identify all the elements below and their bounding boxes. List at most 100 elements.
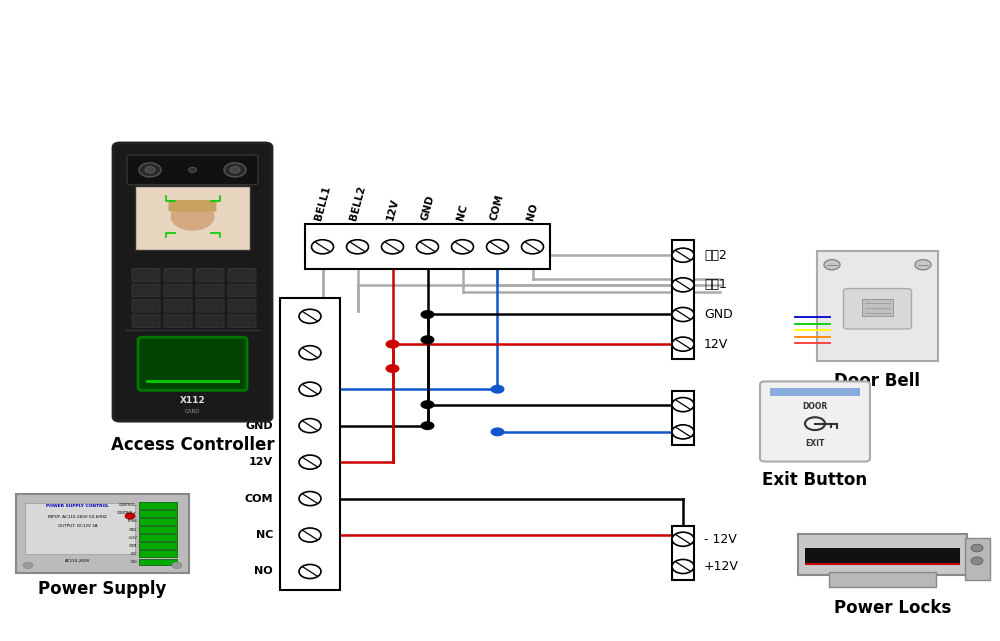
- Text: INPUT: AC110-260V 50-60HZ: INPUT: AC110-260V 50-60HZ: [48, 515, 107, 519]
- FancyBboxPatch shape: [196, 315, 224, 328]
- Text: GND: GND: [704, 308, 733, 321]
- Circle shape: [672, 425, 694, 439]
- FancyBboxPatch shape: [127, 155, 258, 185]
- Text: NO: NO: [254, 567, 273, 576]
- Circle shape: [672, 560, 694, 574]
- Circle shape: [672, 278, 694, 292]
- Circle shape: [672, 248, 694, 262]
- FancyBboxPatch shape: [196, 269, 224, 281]
- FancyBboxPatch shape: [672, 391, 694, 445]
- Circle shape: [230, 167, 240, 173]
- Circle shape: [416, 240, 438, 254]
- Text: GND: GND: [129, 528, 137, 531]
- FancyBboxPatch shape: [138, 337, 247, 390]
- Circle shape: [486, 240, 508, 254]
- Circle shape: [299, 345, 321, 360]
- FancyBboxPatch shape: [805, 548, 960, 564]
- Circle shape: [971, 544, 983, 552]
- FancyBboxPatch shape: [132, 299, 160, 312]
- Text: +12V: +12V: [704, 560, 739, 573]
- Circle shape: [382, 240, 404, 254]
- Circle shape: [299, 419, 321, 433]
- FancyBboxPatch shape: [228, 315, 256, 328]
- Text: PUSH: PUSH: [128, 519, 137, 524]
- Text: PUSH: PUSH: [239, 384, 273, 394]
- Text: 12V: 12V: [249, 457, 273, 467]
- FancyBboxPatch shape: [139, 558, 177, 565]
- FancyBboxPatch shape: [817, 251, 938, 361]
- Text: -NC: -NC: [131, 552, 137, 556]
- Text: DOOR: DOOR: [802, 402, 828, 412]
- Text: AC110-260V: AC110-260V: [65, 559, 90, 563]
- Text: COM: COM: [244, 494, 273, 504]
- Circle shape: [312, 240, 334, 254]
- FancyBboxPatch shape: [139, 551, 177, 557]
- FancyBboxPatch shape: [25, 503, 135, 554]
- Text: GND: GND: [419, 194, 436, 221]
- FancyBboxPatch shape: [305, 224, 550, 269]
- Text: BELL1: BELL1: [313, 184, 332, 221]
- Text: EXIT: EXIT: [805, 439, 825, 448]
- Text: CONTROL-: CONTROL-: [209, 312, 273, 321]
- Text: CONTROL+: CONTROL+: [117, 512, 137, 515]
- FancyBboxPatch shape: [164, 299, 192, 312]
- FancyBboxPatch shape: [139, 518, 177, 525]
- Circle shape: [971, 557, 983, 565]
- Text: POWER SUPPLY CONTROL: POWER SUPPLY CONTROL: [46, 504, 109, 508]
- Circle shape: [420, 400, 434, 409]
- Circle shape: [522, 240, 544, 254]
- Text: CARD: CARD: [185, 409, 200, 414]
- FancyBboxPatch shape: [16, 494, 189, 573]
- FancyBboxPatch shape: [113, 143, 272, 421]
- Text: NO: NO: [525, 202, 540, 221]
- FancyBboxPatch shape: [164, 284, 192, 297]
- FancyBboxPatch shape: [139, 542, 177, 549]
- FancyBboxPatch shape: [228, 299, 256, 312]
- Circle shape: [490, 428, 504, 437]
- FancyBboxPatch shape: [829, 572, 936, 587]
- Circle shape: [386, 364, 400, 373]
- FancyBboxPatch shape: [139, 502, 177, 509]
- FancyBboxPatch shape: [196, 284, 224, 297]
- Text: Exit Button: Exit Button: [762, 471, 868, 489]
- Circle shape: [824, 260, 840, 270]
- Circle shape: [172, 562, 182, 569]
- FancyBboxPatch shape: [798, 534, 967, 575]
- Circle shape: [672, 397, 694, 412]
- FancyBboxPatch shape: [760, 381, 870, 462]
- Text: 信号2: 信号2: [704, 249, 727, 262]
- Circle shape: [299, 528, 321, 542]
- Circle shape: [420, 421, 434, 430]
- Text: Power Supply: Power Supply: [38, 580, 167, 598]
- Text: 12V: 12V: [385, 197, 400, 221]
- Circle shape: [420, 310, 434, 319]
- Circle shape: [299, 309, 321, 323]
- Circle shape: [347, 240, 368, 254]
- FancyBboxPatch shape: [770, 388, 860, 396]
- FancyBboxPatch shape: [228, 269, 256, 281]
- Circle shape: [672, 532, 694, 546]
- Text: NC: NC: [456, 203, 469, 221]
- FancyBboxPatch shape: [132, 269, 160, 281]
- FancyBboxPatch shape: [164, 269, 192, 281]
- Circle shape: [299, 492, 321, 506]
- Circle shape: [490, 385, 504, 394]
- FancyBboxPatch shape: [139, 526, 177, 533]
- Text: CONTROL-: CONTROL-: [119, 503, 137, 507]
- FancyBboxPatch shape: [132, 284, 160, 297]
- Text: -NO: -NO: [130, 560, 137, 564]
- Text: Access Controller: Access Controller: [111, 436, 274, 454]
- Text: COM: COM: [129, 544, 137, 548]
- Text: Power Locks: Power Locks: [834, 599, 951, 617]
- Circle shape: [672, 308, 694, 322]
- Circle shape: [915, 260, 931, 270]
- FancyBboxPatch shape: [862, 299, 893, 315]
- FancyBboxPatch shape: [672, 240, 694, 359]
- FancyBboxPatch shape: [139, 535, 177, 541]
- Circle shape: [170, 203, 214, 231]
- Text: +12V: +12V: [127, 536, 137, 540]
- Circle shape: [299, 382, 321, 396]
- Text: 信号1: 信号1: [704, 278, 727, 292]
- Text: GND: GND: [245, 420, 273, 431]
- Text: OUTPUT: DC12V 3A: OUTPUT: DC12V 3A: [58, 524, 97, 528]
